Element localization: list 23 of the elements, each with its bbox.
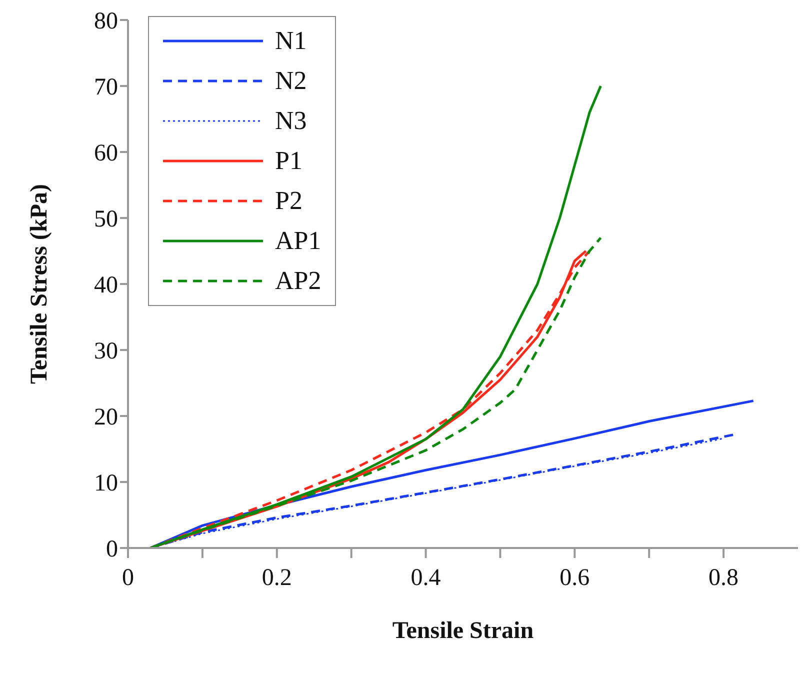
x-tick-label: 0.6	[560, 565, 590, 592]
x-tick-label: 0	[122, 565, 134, 592]
y-tick-label: 40	[94, 272, 118, 299]
legend-label: P1	[275, 146, 302, 176]
legend-label: P2	[275, 186, 302, 216]
y-tick-label: 20	[94, 404, 118, 431]
legend-label: N3	[275, 106, 307, 136]
legend-label: N2	[275, 66, 307, 96]
legend-label: N1	[275, 26, 307, 56]
x-tick-label: 0.4	[410, 565, 441, 592]
y-tick-label: 0	[106, 536, 118, 563]
x-tick-label: 0.8	[708, 565, 739, 592]
y-tick-label: 50	[94, 206, 118, 233]
y-tick-label: 80	[94, 8, 118, 35]
y-tick-label: 70	[94, 74, 118, 101]
x-tick-label: 0.2	[262, 565, 292, 592]
legend-label: AP1	[275, 226, 322, 256]
x-axis-title: Tensile Strain	[392, 618, 534, 644]
legend-label: AP2	[275, 266, 322, 296]
y-tick-label: 30	[94, 338, 118, 365]
y-tick-label: 10	[94, 470, 118, 497]
y-axis-title: Tensile Stress (kPa)	[26, 184, 53, 384]
y-tick-label: 60	[94, 140, 118, 167]
